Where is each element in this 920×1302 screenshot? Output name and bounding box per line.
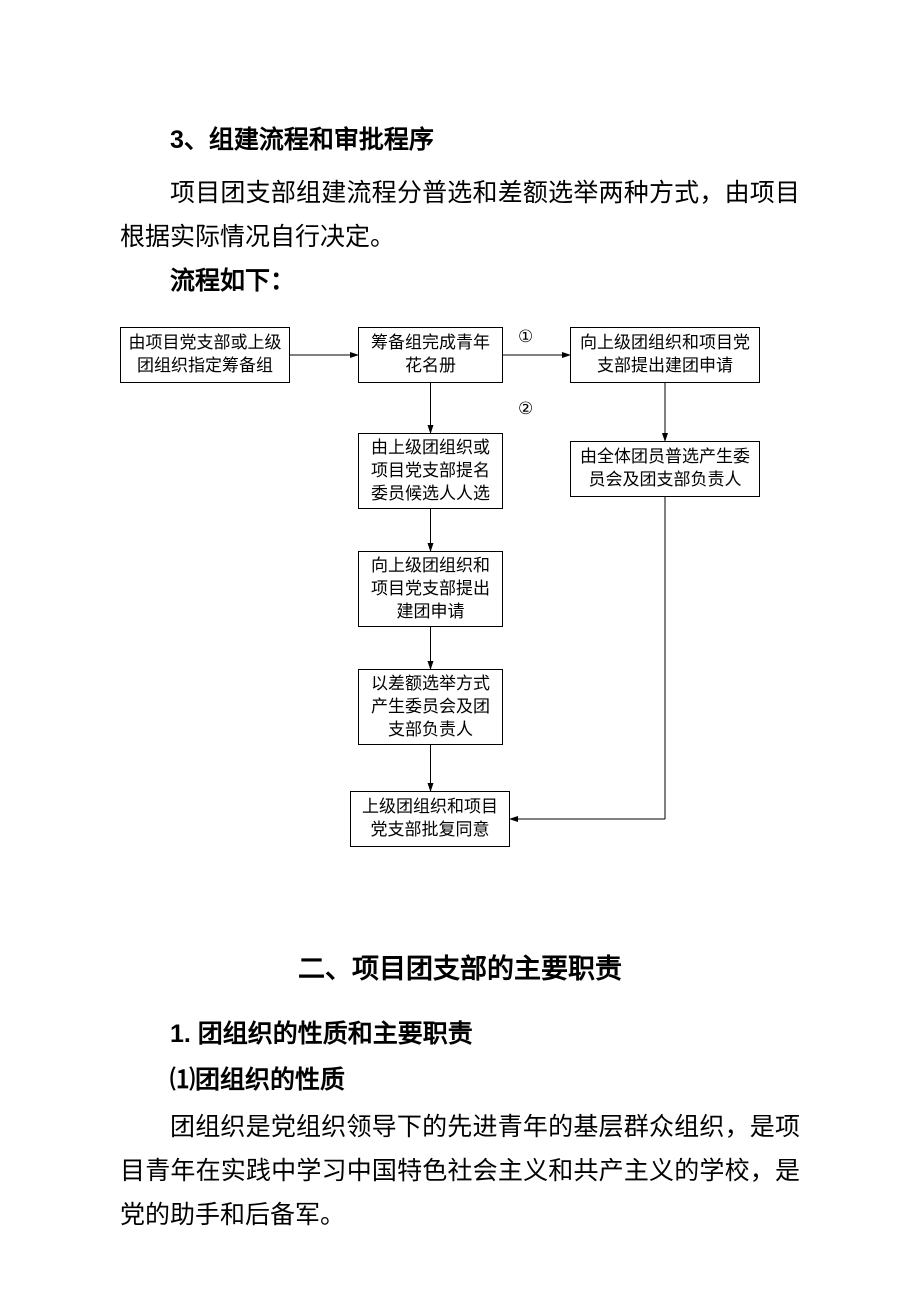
heading-process: 3、组建流程和审批程序	[120, 120, 800, 156]
paragraph-flow-label: 流程如下：	[120, 260, 800, 304]
flow-node-n4: 由上级团组织或项目党支部提名委员候选人人选	[358, 433, 503, 509]
flow-node-n2: 筹备组完成青年花名册	[358, 327, 503, 383]
subheading-1: 1. 团组织的性质和主要职责	[120, 1014, 800, 1050]
subheading-1-1: ⑴团组织的性质	[120, 1060, 800, 1096]
document-page: 3、组建流程和审批程序 项目团支部组建流程分普选和差额选举两种方式，由项目根据实…	[0, 0, 920, 1302]
flowchart: 由项目党支部或上级团组织指定筹备组筹备组完成青年花名册向上级团组织和项目党支部提…	[120, 321, 800, 911]
flow-node-n7: 以差额选举方式产生委员会及团支部负责人	[358, 669, 503, 745]
flow-badge: ①	[518, 327, 533, 347]
section-title-2: 二、项目团支部的主要职责	[120, 947, 800, 986]
flow-node-n5: 由全体团员普选产生委员会及团支部负责人	[570, 441, 760, 497]
flow-node-n6: 向上级团组织和项目党支部提出建团申请	[358, 551, 503, 627]
flow-node-n3: 向上级团组织和项目党支部提出建团申请	[570, 327, 760, 383]
flow-badge: ②	[518, 399, 533, 419]
paragraph-nature: 团组织是党组织领导下的先进青年的基层群众组织，是项目青年在实践中学习中国特色社会…	[120, 1106, 800, 1237]
paragraph-intro: 项目团支部组建流程分普选和差额选举两种方式，由项目根据实际情况自行决定。	[120, 172, 800, 260]
flow-node-n8: 上级团组织和项目党支部批复同意	[350, 791, 510, 847]
flow-node-n1: 由项目党支部或上级团组织指定筹备组	[120, 327, 290, 383]
